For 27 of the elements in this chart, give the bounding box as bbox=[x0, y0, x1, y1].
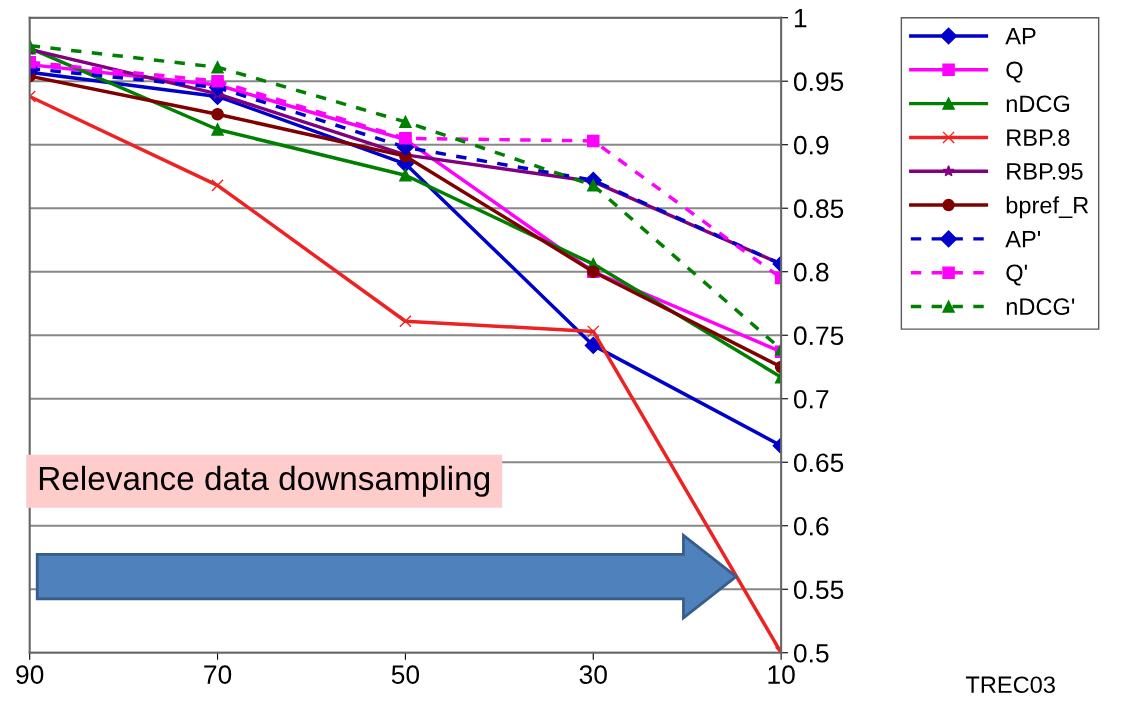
y-tick-label: 0.9 bbox=[793, 135, 829, 155]
x-tick-label: 90 bbox=[16, 665, 44, 684]
legend-label: nDCG' bbox=[1006, 298, 1075, 316]
y-tick-label: 0.7 bbox=[793, 389, 829, 409]
annotation: Relevance data downsampling bbox=[39, 465, 490, 497]
y-tick-label: 0.55 bbox=[793, 580, 844, 600]
x-tick-label: 50 bbox=[391, 665, 420, 684]
y-tick-label: 0.65 bbox=[793, 453, 844, 473]
legend-label: Q bbox=[1006, 61, 1023, 83]
y-tick-label: 0.75 bbox=[793, 326, 844, 346]
y-tick-label: 0.5 bbox=[793, 643, 829, 663]
y-tick-label: 0.8 bbox=[793, 262, 829, 282]
legend-label: Q' bbox=[1006, 264, 1027, 286]
legend-label: AP bbox=[1005, 28, 1036, 45]
legend-label: nDCG bbox=[1006, 95, 1070, 113]
y-tick-label: 1 bbox=[794, 9, 807, 28]
y-tick-label: 0.95 bbox=[793, 72, 844, 92]
x-tick-label: 10 bbox=[768, 665, 795, 684]
x-tick-label: 70 bbox=[204, 665, 232, 684]
y-tick-label: 0.85 bbox=[793, 199, 844, 219]
legend-label: AP' bbox=[1005, 230, 1041, 248]
legend-label: RBP.95 bbox=[1007, 163, 1083, 180]
text: TREC03 bbox=[965, 676, 1055, 694]
y-tick-label: 0.6 bbox=[793, 516, 829, 536]
legend-label: RBP.8 bbox=[1007, 129, 1070, 146]
x-tick-label: 30 bbox=[579, 665, 607, 684]
legend-label: bpref_R bbox=[1006, 196, 1089, 219]
